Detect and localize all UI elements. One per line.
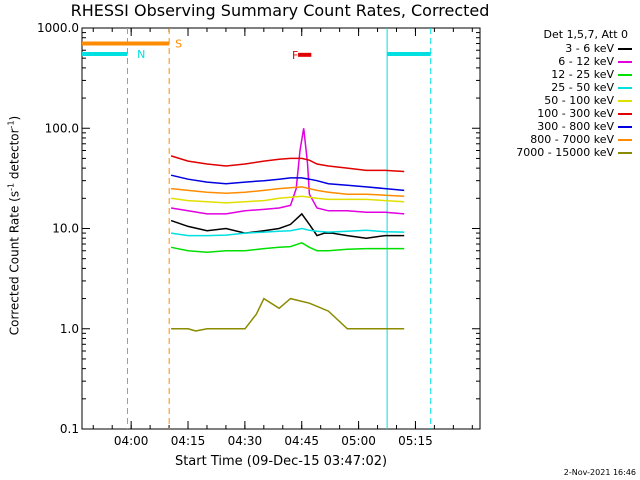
- legend-swatch: [618, 99, 632, 102]
- legend-swatch: [618, 112, 632, 115]
- legend-item: 50 - 100 keV: [486, 94, 632, 107]
- series-line: [170, 195, 405, 204]
- legend-swatch: [618, 86, 632, 89]
- legend-header: Det 1,5,7, Att 0: [543, 28, 628, 41]
- legend-item: 300 - 800 keV: [486, 120, 632, 133]
- legend-label: 25 - 50 keV: [551, 81, 614, 94]
- state-annotation: S: [175, 38, 182, 51]
- x-tick-label: 04:00: [114, 434, 149, 448]
- y-tick-label: 0.1: [60, 422, 79, 436]
- x-axis-label: Start Time (09-Dec-15 03:47:02): [174, 454, 388, 469]
- legend-item: 6 - 12 keV: [486, 55, 632, 68]
- legend-swatch: [618, 151, 632, 154]
- x-tick-label: 04:45: [284, 434, 319, 448]
- legend-label: 100 - 300 keV: [537, 107, 614, 120]
- state-annotation: F: [292, 49, 298, 62]
- series-line: [170, 227, 405, 237]
- series-line: [170, 241, 405, 253]
- legend-label: 12 - 25 keV: [551, 68, 614, 81]
- legend-swatch: [618, 73, 632, 76]
- y-tick-label: 10.0: [52, 222, 79, 236]
- series-line: [170, 128, 405, 215]
- y-tick-label: 100.0: [45, 121, 79, 135]
- series-line: [170, 155, 405, 173]
- legend-item: 800 - 7000 keV: [486, 133, 632, 146]
- legend-item: 12 - 25 keV: [486, 68, 632, 81]
- legend-label: 50 - 100 keV: [544, 94, 614, 107]
- legend-label: 3 - 6 keV: [565, 42, 614, 55]
- legend-item: 7000 - 15000 keV: [486, 146, 632, 159]
- x-tick-label: 04:15: [171, 434, 206, 448]
- legend-swatch: [618, 125, 632, 128]
- legend: Det 1,5,7, Att 0 3 - 6 keV 6 - 12 keV 12 -…: [486, 28, 632, 159]
- legend-label: 800 - 7000 keV: [530, 133, 614, 146]
- legend-item: 100 - 300 keV: [486, 107, 632, 120]
- chart-title: RHESSI Observing Summary Count Rates, Co…: [70, 1, 490, 20]
- legend-swatch: [618, 47, 632, 50]
- y-tick-label: 1000.0: [37, 21, 79, 35]
- series-line: [170, 174, 405, 192]
- state-annotation: N: [137, 48, 145, 61]
- legend-item: 3 - 6 keV: [486, 42, 632, 55]
- legend-label: 6 - 12 keV: [558, 55, 614, 68]
- legend-label: 7000 - 15000 keV: [516, 146, 614, 159]
- legend-label: 300 - 800 keV: [537, 120, 614, 133]
- legend-item: 25 - 50 keV: [486, 81, 632, 94]
- x-tick-label: 04:30: [228, 434, 263, 448]
- x-tick-label: 05:15: [398, 434, 433, 448]
- y-axis-label: Corrected Count Rate (s-1 detector-1): [6, 115, 22, 336]
- series-line: [171, 186, 405, 197]
- series-line: [170, 212, 405, 239]
- legend-swatch: [618, 138, 632, 141]
- footer-timestamp: 2-Nov-2021 16:46: [563, 468, 636, 477]
- legend-swatch: [618, 60, 632, 63]
- y-tick-label: 1.0: [60, 322, 79, 336]
- series-line: [171, 297, 405, 332]
- x-tick-label: 05:00: [341, 434, 376, 448]
